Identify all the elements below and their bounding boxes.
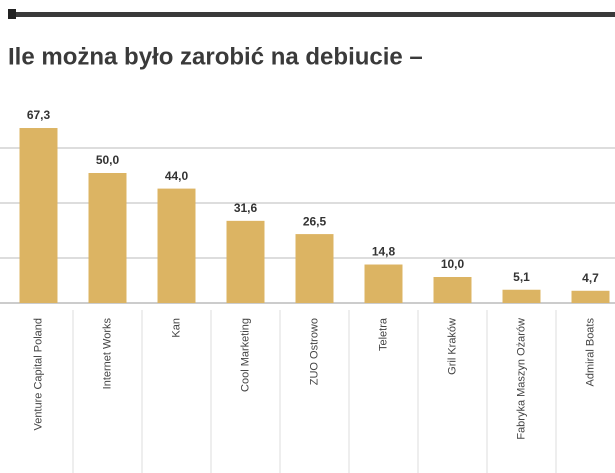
x-tick-label: Admiral Boats <box>584 318 596 387</box>
value-label: 50,0 <box>96 153 120 167</box>
bar <box>157 188 196 303</box>
x-tick-label: Gril Kraków <box>446 318 458 375</box>
x-tick-label: Kan <box>170 318 182 338</box>
bar <box>502 289 541 303</box>
value-label: 26,5 <box>303 214 327 228</box>
corner-mark <box>8 9 16 19</box>
x-tick-label: Venture Capital Poland <box>32 318 44 431</box>
value-label: 31,6 <box>234 201 258 215</box>
bar <box>88 173 127 303</box>
x-tick-label: ZUO Ostrowo <box>308 318 320 385</box>
x-tick-label: Fabryka Maszyn Ożarów <box>515 318 527 440</box>
x-tick-label: Teletra <box>377 317 389 351</box>
value-label: 44,0 <box>165 169 189 183</box>
chart-title: Ile można było zarobić na debiucie – <box>8 43 423 70</box>
bar <box>433 277 472 303</box>
value-label: 67,3 <box>27 108 51 122</box>
x-tick-label: Internet Works <box>101 318 113 390</box>
bar <box>19 128 58 303</box>
value-label: 14,8 <box>372 245 396 259</box>
bar <box>364 264 403 303</box>
value-label: 10,0 <box>441 257 465 271</box>
bar <box>295 234 334 303</box>
bar <box>226 220 265 303</box>
value-label: 4,7 <box>582 271 599 285</box>
bar <box>571 290 610 303</box>
top-rule <box>16 12 615 17</box>
x-tick-label: Cool Marketing <box>239 318 251 392</box>
value-label: 5,1 <box>513 270 530 284</box>
